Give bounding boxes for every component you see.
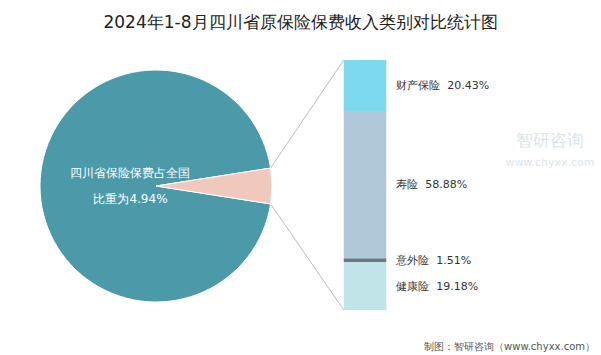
svg-text:比重为4.94%: 比重为4.94% [93, 192, 167, 206]
svg-text:智研咨询: 智研咨询 [516, 130, 584, 150]
svg-text:制图：智研咨询（www.chyxx.com）: 制图：智研咨询（www.chyxx.com） [424, 341, 595, 352]
svg-text:健康险 19.18%: 健康险 19.18% [396, 280, 478, 293]
svg-text:www.chyxx.com: www.chyxx.com [505, 156, 594, 169]
svg-text:四川省保险保费占全国: 四川省保险保费占全国 [70, 166, 190, 180]
svg-text:2024年1-8月四川省原保险保费收入类别对比统计图: 2024年1-8月四川省原保险保费收入类别对比统计图 [103, 12, 497, 32]
svg-text:寿险 58.88%: 寿险 58.88% [396, 178, 467, 191]
svg-text:意外险 1.51%: 意外险 1.51% [395, 254, 471, 267]
svg-text:财产保险 20.43%: 财产保险 20.43% [396, 79, 489, 92]
